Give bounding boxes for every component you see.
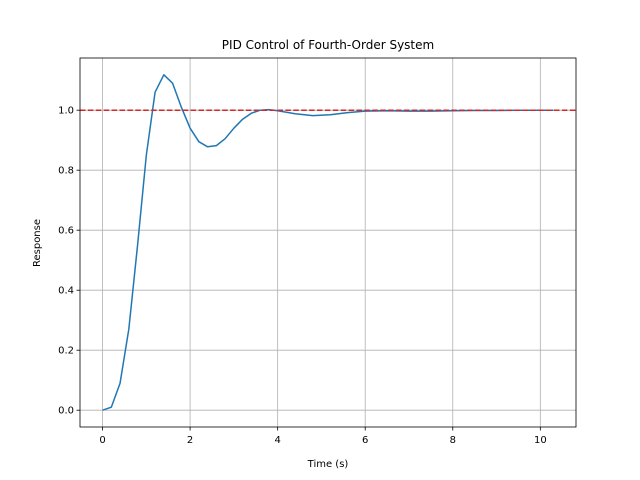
y-tick-label: 0.4: [58, 286, 74, 297]
x-tick-label: 6: [362, 435, 368, 446]
x-tick-label: 8: [450, 435, 456, 446]
y-axis-label: Response: [32, 219, 43, 267]
x-tick-label: 10: [534, 435, 547, 446]
x-tick-label: 2: [187, 435, 193, 446]
x-tick-label: 4: [274, 435, 280, 446]
y-tick-label: 0.0: [58, 406, 74, 417]
x-tick-label: 0: [99, 435, 105, 446]
chart-title: PID Control of Fourth-Order System: [222, 38, 434, 52]
axes-frame: [79, 57, 577, 428]
response-line: [102, 74, 554, 411]
y-tick-label: 0.2: [58, 346, 74, 357]
x-axis-label: Time (s): [307, 459, 349, 470]
y-tick-label: 1.0: [58, 106, 74, 117]
y-tick-label: 0.6: [58, 226, 74, 237]
y-tick-label: 0.8: [58, 166, 74, 177]
